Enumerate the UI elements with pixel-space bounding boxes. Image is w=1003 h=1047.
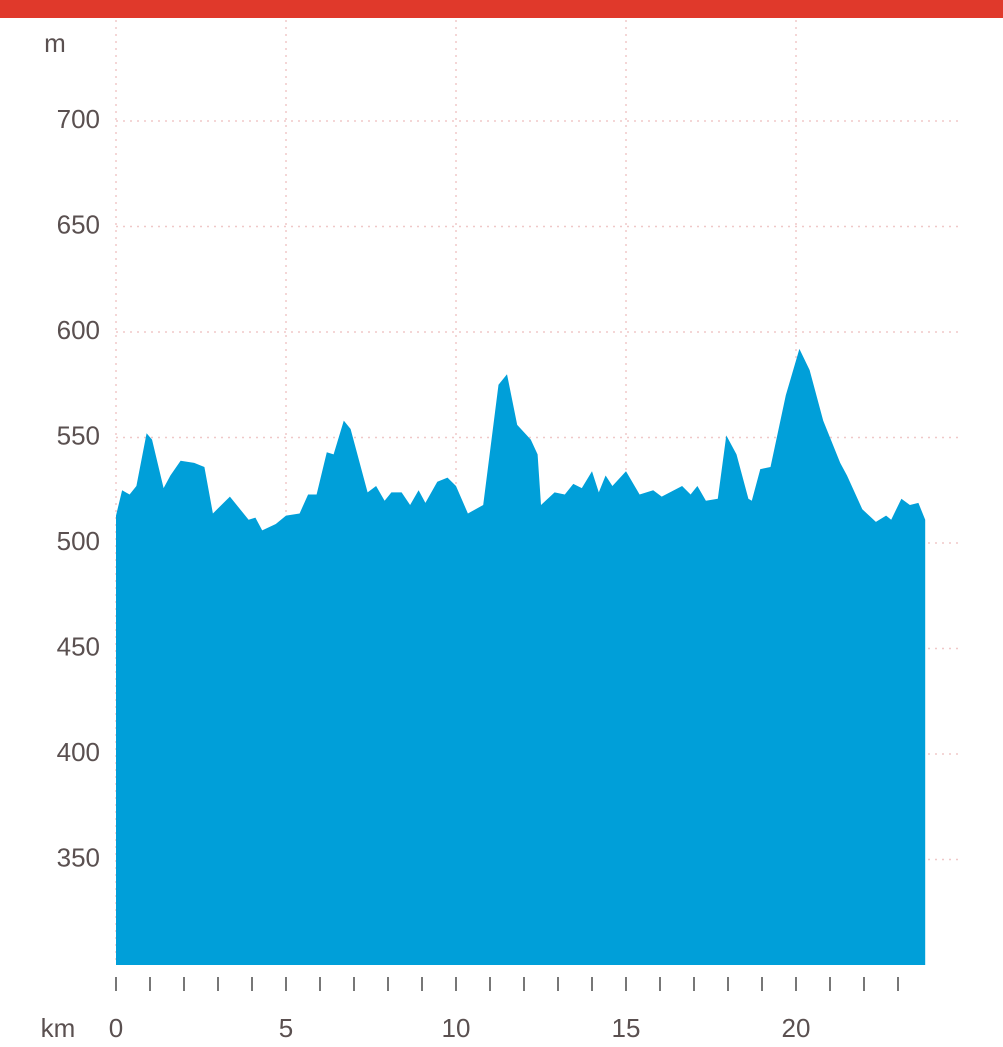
x-axis-label: km [41,1013,76,1043]
y-tick-label: 550 [57,420,100,450]
y-tick-label: 700 [57,104,100,134]
y-tick-label: 400 [57,737,100,767]
y-tick-label: 650 [57,209,100,239]
x-tick-label: 10 [442,1013,471,1043]
y-axis-label: m [44,28,66,58]
x-tick-label: 5 [279,1013,293,1043]
x-tick-label: 15 [612,1013,641,1043]
y-tick-label: 600 [57,315,100,345]
top-bar [0,0,1003,18]
y-tick-label: 350 [57,842,100,872]
y-tick-label: 450 [57,631,100,661]
y-tick-label: 500 [57,526,100,556]
x-tick-label: 0 [109,1013,123,1043]
elevation-area [116,348,926,965]
x-tick-label: 20 [782,1013,811,1043]
